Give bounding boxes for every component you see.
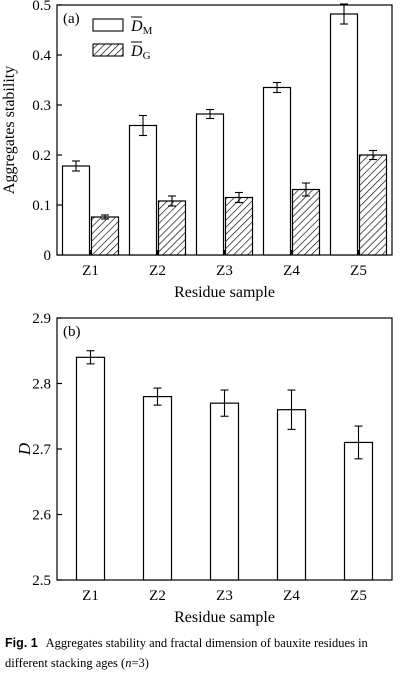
b-error-bar-d-z1 bbox=[86, 350, 95, 365]
caption-label: Fig. 1 bbox=[5, 636, 38, 650]
a-error-bar-m-z4 bbox=[273, 81, 281, 94]
b-bar-d-z1 bbox=[75, 356, 106, 581]
b-y-tick-label: 2.6 bbox=[32, 508, 51, 524]
b-x-tick-label: Z4 bbox=[283, 588, 300, 604]
b-y-axis-label: D bbox=[15, 442, 34, 456]
b-y-tick-label: 2.8 bbox=[32, 377, 51, 393]
a-x-tick-label: Z1 bbox=[82, 263, 99, 279]
a-error-bar-g-z4 bbox=[302, 182, 310, 197]
a-bar-m-z2 bbox=[128, 124, 158, 256]
a-x-tick-label: Z2 bbox=[149, 263, 166, 279]
a-x-tick-label: Z3 bbox=[216, 263, 233, 279]
a-y-axis-label: Aggregates stability bbox=[1, 66, 18, 194]
b-bar-d-z5 bbox=[343, 441, 374, 581]
chart-panel-a: 0 0.1 0.2 0.3 0.4 0.5 Z1 Z2 Z3 Z4 Z5 (a) Residue sam… bbox=[1, 0, 393, 301]
legend-label-m: DM bbox=[130, 18, 153, 37]
legend-swatch-g bbox=[92, 43, 124, 57]
a-x-tick-label: Z5 bbox=[350, 263, 367, 279]
a-y-tick-label: 0 bbox=[44, 248, 52, 264]
b-error-bar-d-z4 bbox=[287, 389, 296, 430]
a-bar-g-z1 bbox=[90, 216, 120, 256]
a-bar-g-z5 bbox=[358, 154, 388, 256]
a-bar-g-z4 bbox=[291, 188, 321, 256]
b-y-tick-label: 2.5 bbox=[32, 573, 51, 589]
a-error-bar-m-z5 bbox=[340, 3, 348, 25]
b-bar-d-z3 bbox=[209, 402, 240, 581]
caption-text-before: Aggregates stability and fractal dimensi… bbox=[5, 636, 368, 670]
figure-caption: Fig. 1 Aggregates stability and fractal d… bbox=[5, 633, 397, 673]
b-bar-d-z2 bbox=[142, 396, 173, 581]
a-error-bar-g-z5 bbox=[369, 149, 377, 161]
b-x-tick-label: Z1 bbox=[82, 588, 99, 604]
a-error-bar-m-z1 bbox=[72, 160, 80, 172]
a-x-axis-label: Residue sample bbox=[174, 284, 275, 301]
a-bar-g-z2 bbox=[157, 200, 187, 256]
b-panel-label: (b) bbox=[63, 324, 81, 340]
a-y-tick-label: 0.5 bbox=[32, 0, 51, 14]
caption-text-after: =3) bbox=[131, 656, 149, 670]
b-error-bar-d-z3 bbox=[220, 389, 229, 417]
b-x-axis-label: Residue sample bbox=[174, 609, 275, 626]
a-error-bar-m-z2 bbox=[139, 114, 147, 137]
b-y-tick-label: 2.7 bbox=[32, 442, 51, 458]
caption-n-symbol: n bbox=[125, 656, 132, 670]
a-bar-g-z3 bbox=[224, 196, 254, 256]
a-error-bar-g-z1 bbox=[101, 214, 109, 220]
b-y-tick-label: 2.9 bbox=[32, 311, 51, 327]
a-bar-m-z4 bbox=[262, 86, 292, 256]
a-x-tick-label: Z4 bbox=[283, 263, 300, 279]
a-y-tick-label: 0.3 bbox=[32, 98, 51, 114]
a-error-bar-g-z3 bbox=[235, 191, 243, 204]
a-y-tick-label: 0.2 bbox=[32, 148, 51, 164]
legend-swatch-m bbox=[92, 18, 124, 32]
a-error-bar-g-z2 bbox=[168, 195, 176, 207]
b-error-bar-d-z5 bbox=[354, 425, 363, 460]
b-x-tick-label: Z3 bbox=[216, 588, 233, 604]
b-x-tick-label: Z2 bbox=[149, 588, 166, 604]
b-bar-d-z4 bbox=[276, 409, 307, 581]
a-error-bar-m-z3 bbox=[206, 108, 214, 120]
a-bar-m-z5 bbox=[329, 13, 359, 256]
legend-label-g: DG bbox=[130, 43, 151, 62]
a-bar-m-z1 bbox=[61, 165, 91, 256]
a-y-tick-label: 0.4 bbox=[32, 48, 51, 64]
b-error-bar-d-z2 bbox=[153, 387, 162, 406]
a-legend: DM DG bbox=[92, 16, 153, 62]
chart-panel-b: 2.5 2.6 2.7 2.8 2.9 Z1 Z2 Z3 Z4 Z5 (b) Residue samp… bbox=[15, 311, 393, 626]
a-panel-label: (a) bbox=[63, 11, 80, 27]
b-x-tick-label: Z5 bbox=[350, 588, 367, 604]
a-bar-m-z3 bbox=[195, 113, 225, 256]
a-y-tick-label: 0.1 bbox=[32, 198, 51, 214]
